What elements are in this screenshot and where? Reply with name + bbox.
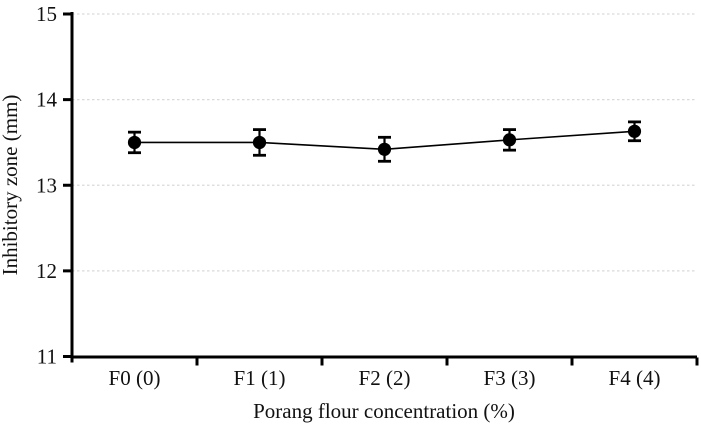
gridlines-layer [72,13,697,272]
data-series-layer [127,120,642,163]
y-tick-label: 14 [36,88,58,112]
data-point-marker [627,124,642,138]
x-category-label: F3 (3) [484,366,536,390]
data-point-marker [252,135,267,150]
y-tick-label: 15 [36,2,57,26]
x-category-label: F4 (4) [609,366,661,390]
x-axis-title: Porang flour concentration (%) [253,399,515,423]
data-point-marker [127,135,142,150]
tick-labels-layer: 11 12 13 14 15 F0 (0) F1 (1) F2 (2) F3 (3) F4 (4) [36,2,660,390]
x-category-label: F0 (0) [109,366,161,390]
y-tick-label: 13 [36,173,57,197]
x-category-label: F1 (1) [234,366,286,390]
y-axis-title: Inhibitory zone (mm) [0,95,22,276]
axes-layer [63,12,699,366]
x-category-label: F2 (2) [359,366,411,390]
y-tick-label: 11 [37,345,57,369]
y-tick-label: 12 [36,259,57,283]
data-point-marker [377,142,392,156]
data-point-marker [502,133,517,147]
